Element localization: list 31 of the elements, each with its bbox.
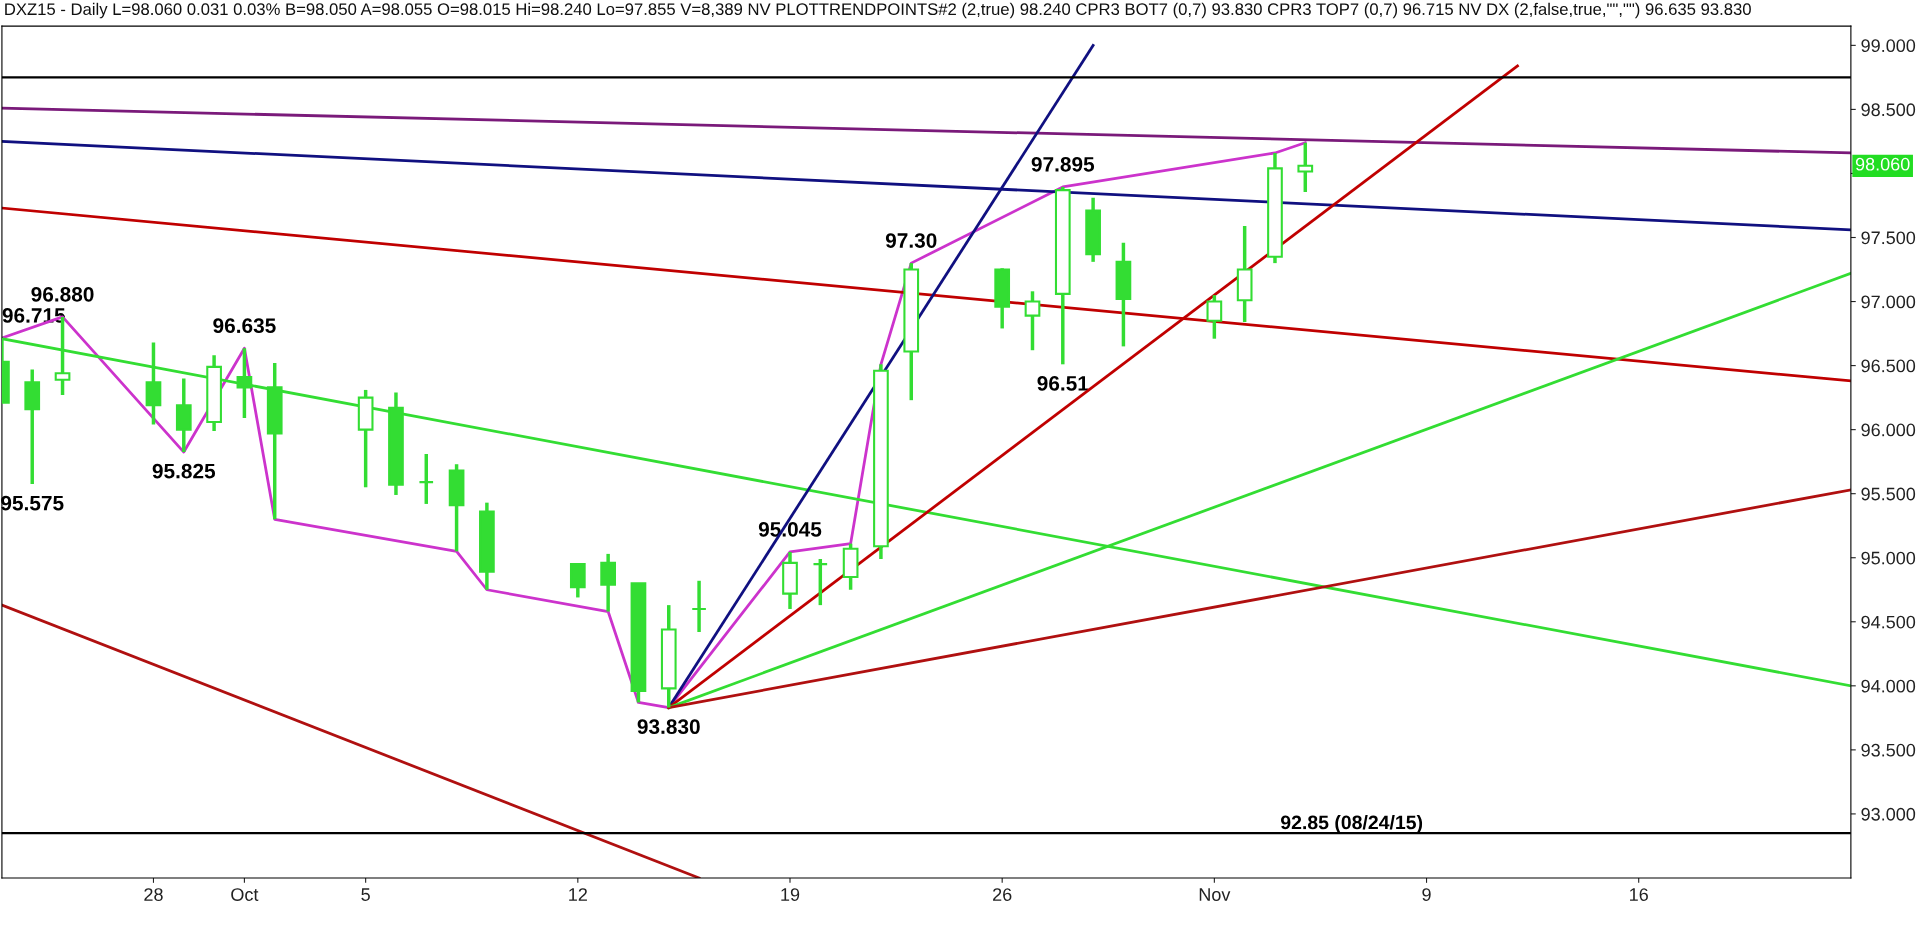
chart-title: DXZ15 - Daily L=98.060 0.031 0.03% B=98.050 A=98.055 O=98.015 Hi=98.240 Lo=97.855 V=8,389 NV PLOTTRENDPOINTS#2 (2,true) 98.240 CPR3 BOT7 (0,7) 93.830 CPR3 TOP7 (0,7) 96.715 NV DX (2,false,true,"","") 96.635 93.830 (5, 2, 1751, 19)
x-tick-label: Oct (231, 888, 259, 901)
ref-line-label: 92.85 (08/24/15) (1280, 815, 1423, 834)
y-tick-label: 96.500 (1861, 359, 1916, 373)
annotation: 96.51 (1037, 375, 1089, 391)
y-tick-label: 93.500 (1861, 743, 1916, 757)
x-tick-label: 16 (1630, 888, 1648, 901)
y-tick-label: 95.500 (1861, 487, 1916, 501)
y-tick-label: 97.000 (1861, 295, 1916, 309)
x-tick-label: 5 (361, 888, 370, 901)
x-tick-label: 28 (144, 888, 163, 901)
x-tick-label: 12 (569, 888, 587, 901)
annotation: 93.830 (637, 719, 700, 735)
x-tick-label: 26 (993, 888, 1012, 901)
y-tick-label: 99.000 (1861, 39, 1916, 53)
y-tick-label: 95.000 (1861, 551, 1916, 565)
y-tick-label: 98.500 (1861, 103, 1916, 117)
annotation: 97.895 (1031, 156, 1095, 172)
y-tick-label: 94.500 (1861, 615, 1916, 629)
annotation: 96.635 (213, 318, 276, 334)
y-tick-label: 94.000 (1861, 679, 1916, 693)
x-tick-label: Nov (1199, 888, 1231, 901)
annotation: 95.825 (152, 463, 216, 479)
annotation: 96.880 (31, 286, 94, 302)
annotation: 97.30 (885, 233, 937, 248)
text: 98.060 (1855, 157, 1910, 171)
y-tick-label: 93.000 (1861, 807, 1916, 821)
y-tick-label: 96.000 (1861, 423, 1916, 437)
x-tick-label: 19 (781, 888, 800, 901)
y-tick-label: 97.500 (1861, 231, 1916, 245)
x-tick-label: 9 (1422, 888, 1431, 901)
